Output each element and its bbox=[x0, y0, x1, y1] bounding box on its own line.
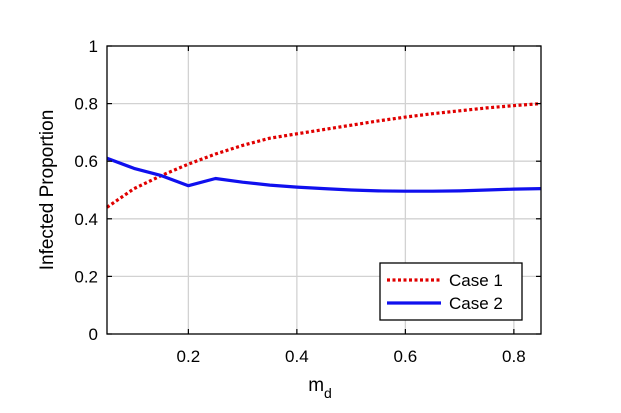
legend-label-case-2: Case 2 bbox=[449, 294, 503, 313]
legend-label-case-1: Case 1 bbox=[449, 271, 503, 290]
series-layer bbox=[106, 102, 542, 209]
y-tick-label: 0.8 bbox=[74, 95, 98, 114]
y-tick-label: 0.6 bbox=[74, 152, 98, 171]
series-line-case-2 bbox=[106, 156, 542, 193]
x-tick-label: 0.4 bbox=[285, 347, 309, 366]
x-tick-label: 0.8 bbox=[502, 347, 526, 366]
x-tick-label: 0.6 bbox=[394, 347, 418, 366]
x-axis-label: md bbox=[308, 375, 332, 401]
y-axis-label: Infected Proportion bbox=[37, 110, 58, 271]
y-tick-label: 1 bbox=[89, 37, 98, 56]
x-axis-label-main: m bbox=[308, 375, 324, 396]
y-tick-label: 0.2 bbox=[74, 267, 98, 286]
y-tick-label: 0.4 bbox=[74, 210, 98, 229]
y-tick-label: 0 bbox=[89, 325, 98, 344]
x-axis-label-subscript: d bbox=[324, 385, 332, 401]
plot-frame bbox=[106, 45, 542, 335]
tick-labels: 0.2 0.4 0.6 0.8 0 0.2 0.4 0.6 0.8 1 bbox=[74, 37, 525, 366]
series-line-case-1 bbox=[106, 102, 542, 209]
legend: Case 1 Case 2 bbox=[379, 262, 523, 321]
legend-box bbox=[379, 262, 523, 321]
ticks bbox=[107, 45, 541, 335]
x-tick-label: 0.2 bbox=[177, 347, 201, 366]
